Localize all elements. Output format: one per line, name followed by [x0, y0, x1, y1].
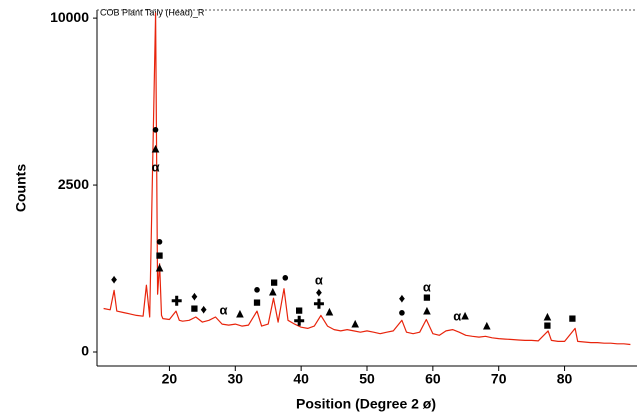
x-tick-label: 50: [359, 371, 375, 387]
peak-marker: ●: [156, 233, 164, 248]
peak-marker: ■: [253, 294, 261, 309]
x-axis-label: Position (Degree 2 ø): [296, 396, 436, 412]
peak-marker: ♦: [111, 271, 118, 286]
x-tick-label: 70: [491, 371, 507, 387]
peak-marker: ●: [398, 304, 406, 319]
peak-marker: ▲: [420, 302, 433, 317]
peak-marker: ■: [423, 289, 431, 304]
x-tick-label: 80: [557, 371, 573, 387]
y-tick-label: 0: [81, 343, 89, 359]
peak-marker: ▲: [480, 317, 493, 332]
peak-marker: ♦: [316, 284, 323, 299]
peak-marker: ✚: [171, 293, 182, 308]
y-tick-label: 10000: [50, 9, 89, 25]
x-tick-label: 60: [425, 371, 441, 387]
data-line: [103, 12, 631, 346]
y-tick-label: 2500: [58, 176, 89, 192]
peak-marker: ▲: [149, 141, 162, 156]
peak-marker: ●: [281, 269, 289, 284]
peak-marker: ▲: [266, 283, 279, 298]
peak-marker: ▲: [349, 316, 362, 331]
chart-title: COB Plant Taily (Head)_R: [100, 7, 205, 17]
peak-marker: ■: [270, 274, 278, 289]
peak-marker: ▲: [153, 259, 166, 274]
peak-marker: α: [423, 279, 431, 294]
peak-marker: ■: [544, 317, 552, 332]
peak-marker: ■: [295, 302, 303, 317]
peak-marker: ✚: [313, 296, 324, 311]
peak-marker: ▲: [323, 303, 336, 318]
peak-marker: ■: [156, 247, 164, 262]
peak-marker: ♦: [399, 290, 406, 305]
peak-marker: α: [219, 302, 227, 317]
peak-marker: ■: [569, 310, 577, 325]
peak-marker: ✚: [294, 313, 305, 328]
peak-marker: α: [152, 160, 160, 175]
y-axis-label: Counts: [13, 164, 29, 212]
peak-marker: ♦: [191, 288, 198, 303]
peak-marker: ▲: [459, 307, 472, 322]
x-tick-label: 20: [162, 371, 178, 387]
peak-marker: ●: [152, 121, 160, 136]
x-tick-label: 40: [293, 371, 309, 387]
peak-marker: α: [453, 308, 461, 323]
peak-marker: ▲: [541, 308, 554, 323]
x-tick-label: 30: [228, 371, 244, 387]
peak-marker: ●: [253, 281, 261, 296]
peak-marker: α: [315, 272, 323, 287]
peak-marker: ♦: [200, 301, 207, 316]
peak-marker: ▲: [233, 305, 246, 320]
peak-marker: ■: [191, 300, 199, 315]
